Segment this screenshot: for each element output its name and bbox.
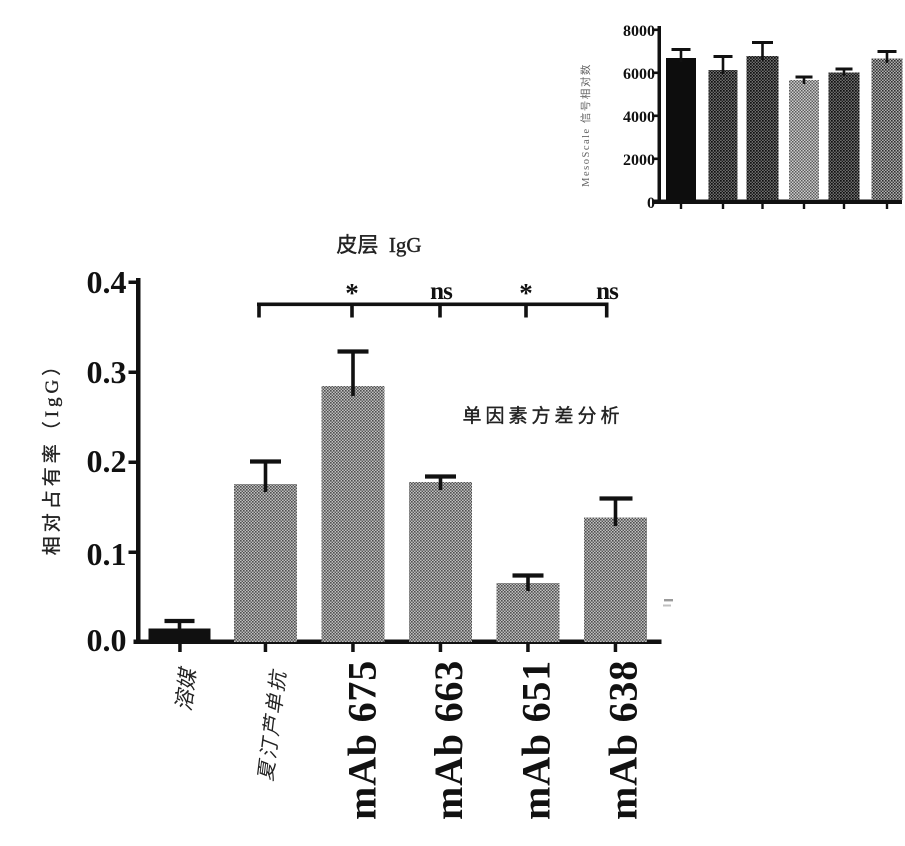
svg-text:6000: 6000 (623, 66, 655, 83)
svg-text:单因素方差分析: 单因素方差分析 (462, 405, 623, 427)
svg-text:mAb 663: mAb 663 (426, 660, 471, 820)
svg-text:0.4: 0.4 (87, 264, 127, 300)
svg-text:夏汀芦单抗: 夏汀芦单抗 (255, 668, 291, 783)
svg-text:0.1: 0.1 (87, 536, 127, 572)
svg-text:*: * (345, 278, 359, 308)
svg-text:8000: 8000 (623, 23, 655, 40)
svg-text:0.0: 0.0 (87, 622, 127, 658)
svg-text:4000: 4000 (623, 109, 655, 126)
svg-text:2000: 2000 (623, 152, 655, 169)
svg-text:mAb 638: mAb 638 (601, 660, 646, 820)
svg-text:0.2: 0.2 (87, 443, 127, 479)
svg-text:皮层 IgG: 皮层 IgG (336, 233, 421, 257)
svg-text:相对占有率（IgG）: 相对占有率（IgG） (41, 353, 63, 556)
svg-text:溶媒: 溶媒 (172, 665, 201, 713)
svg-text:ns: ns (596, 278, 619, 305)
svg-text:mAb 675: mAb 675 (340, 660, 385, 820)
svg-text:ns: ns (430, 278, 453, 305)
svg-text:*: * (519, 278, 533, 308)
svg-text:MesoScale 信号相对数: MesoScale 信号相对数 (579, 63, 592, 187)
svg-text:0.3: 0.3 (87, 354, 127, 390)
svg-text:0: 0 (647, 195, 655, 212)
svg-text:mAb 651: mAb 651 (514, 660, 559, 820)
